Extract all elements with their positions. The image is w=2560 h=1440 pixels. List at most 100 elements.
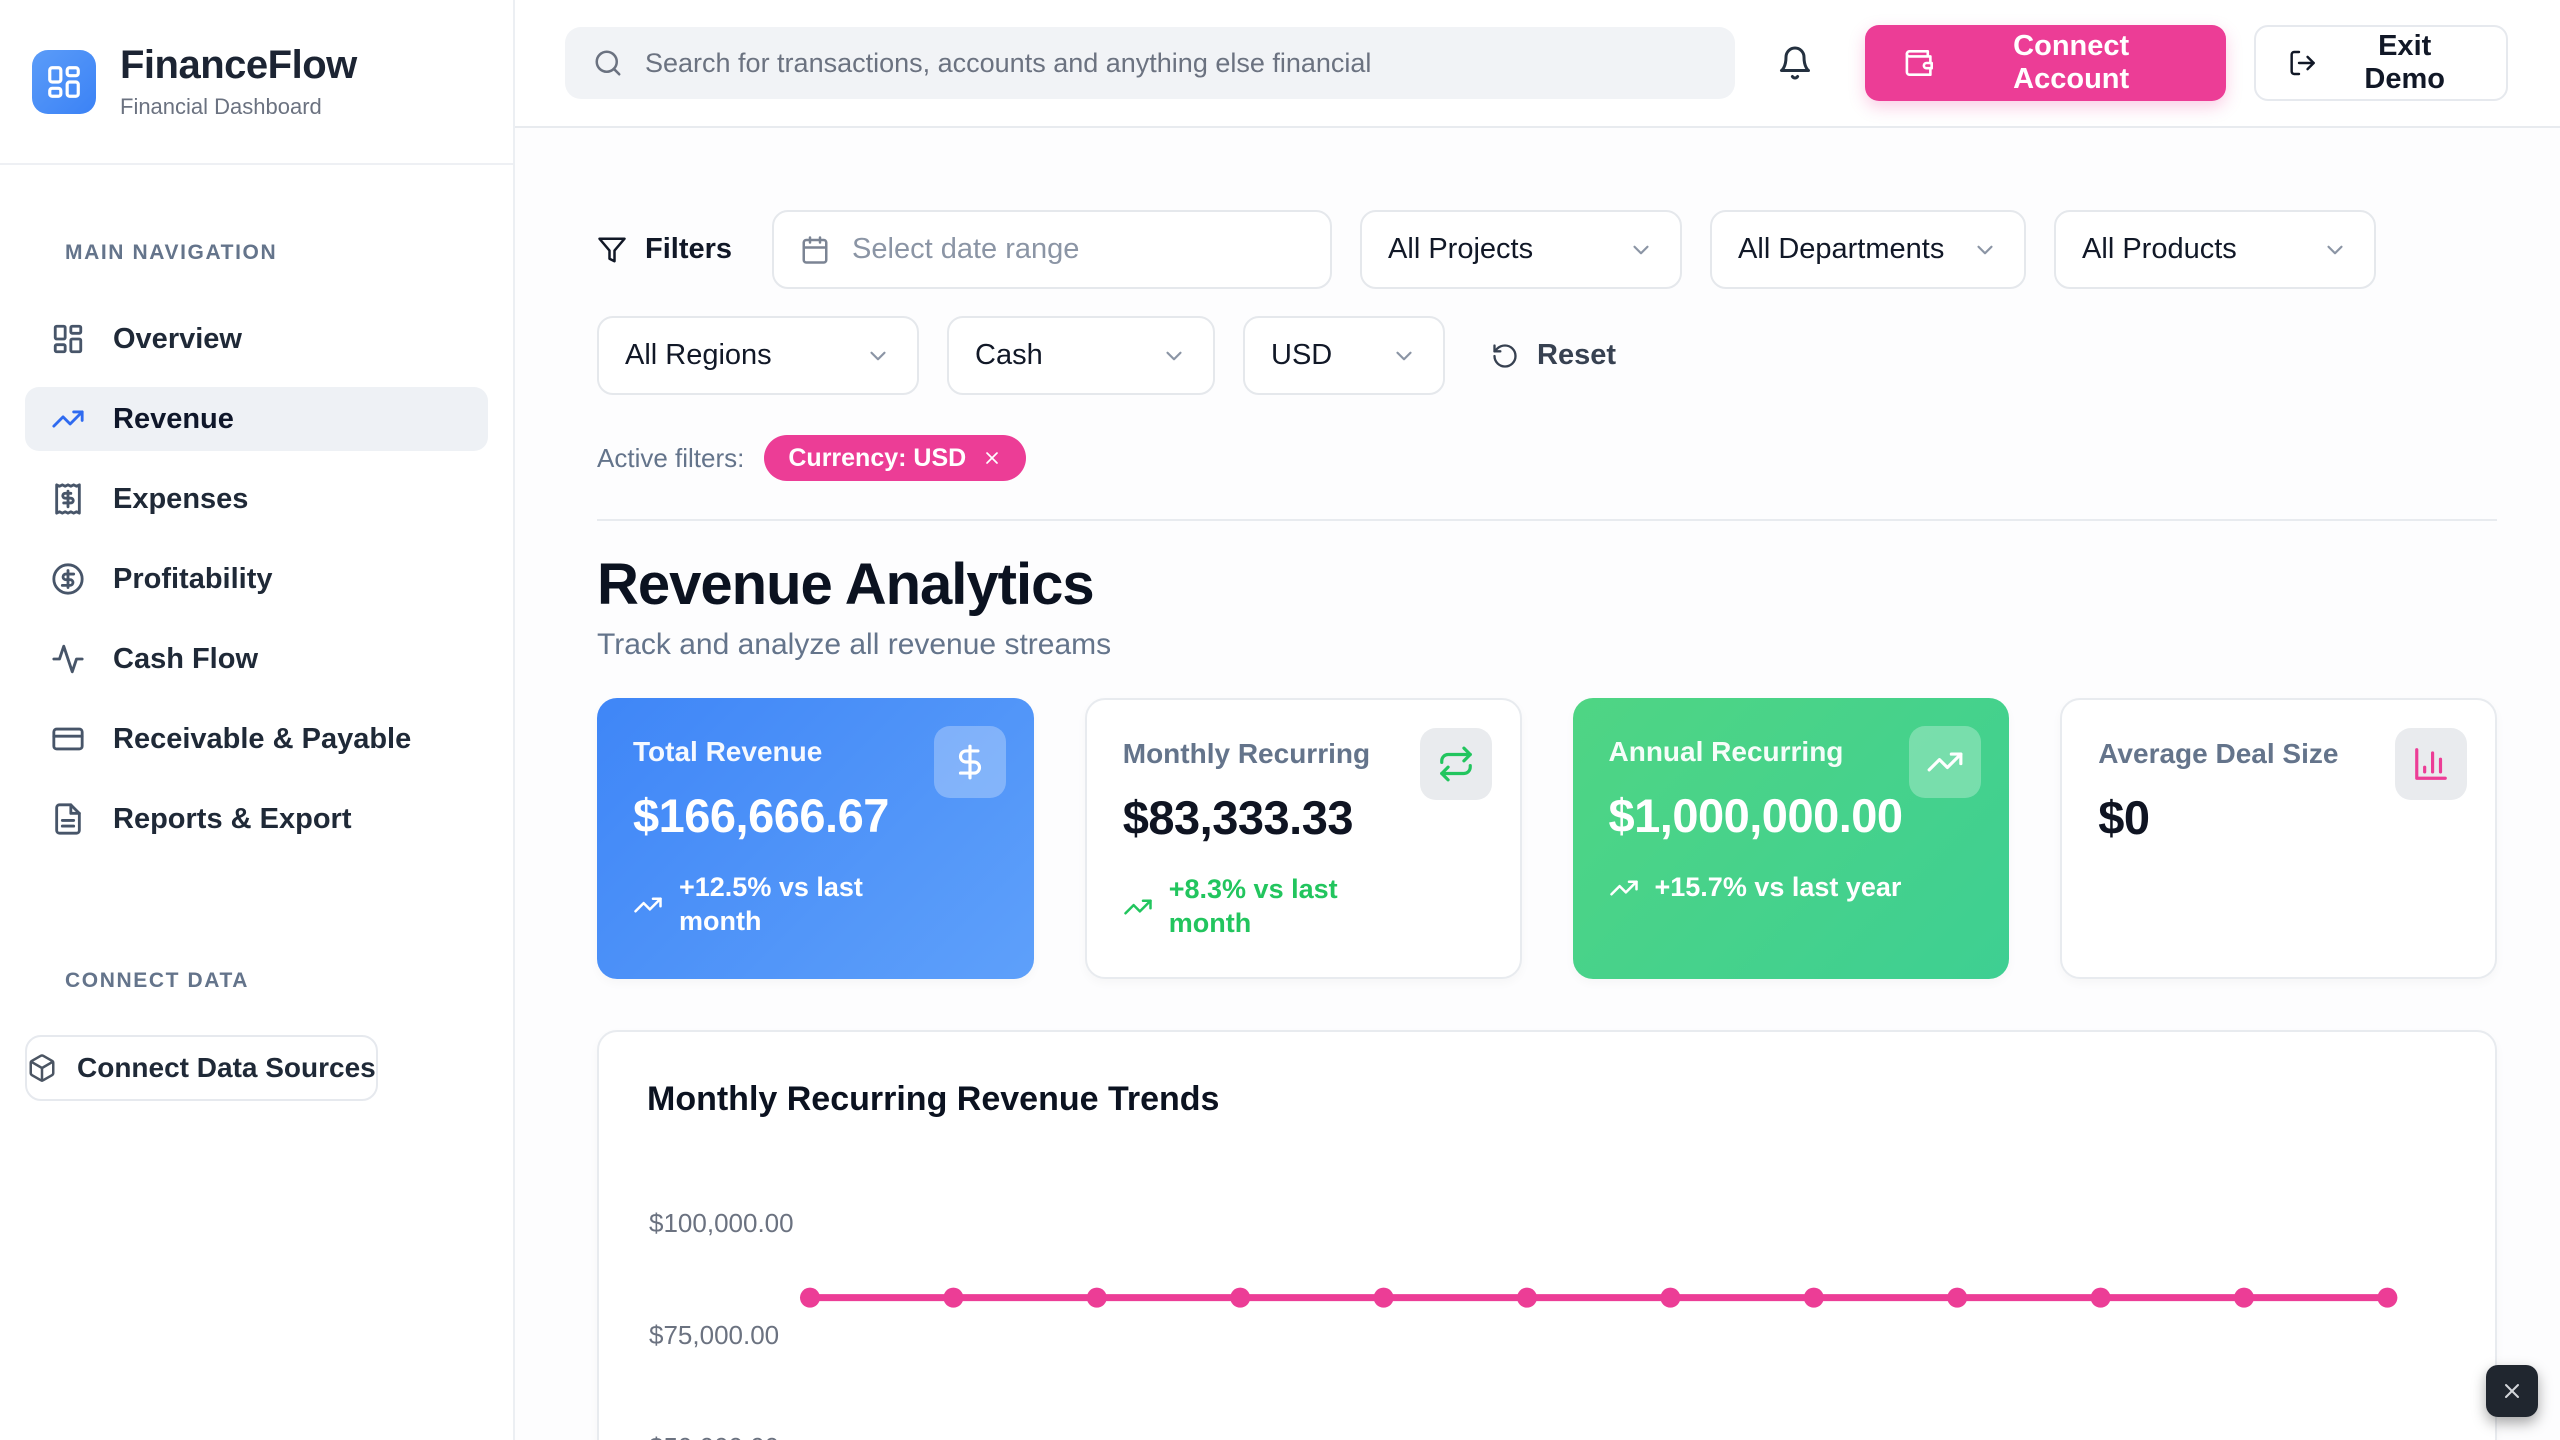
trending-up-icon [52,410,84,428]
exit-demo-label: Exit Demo [2364,30,2445,95]
sidebar-item-label: Revenue [113,402,234,435]
activity-icon [52,644,84,674]
monthly-recurring-change: +8.3% vs last month [1123,873,1484,941]
brand: FinanceFlow Financial Dashboard [0,0,513,165]
connect-account-label: Connect Account [2013,30,2130,95]
svg-text:$100,000.00: $100,000.00 [649,1208,794,1238]
sidebar-item-label: Reports & Export [113,802,352,835]
filters-label: Filters [597,233,732,266]
search-input[interactable] [645,47,1707,79]
svg-text:$75,000.00: $75,000.00 [649,1320,779,1350]
monthly-recurring-value: $83,333.33 [1122,791,1354,844]
chevron-down-icon [1633,245,1649,254]
close-icon[interactable] [982,448,1002,468]
main-content: Filters Select date range All Projects A… [515,128,2560,1440]
filters-row-1: Filters Select date range All Projects A… [597,210,2497,289]
average-deal-size-value: $0 [2098,791,2150,844]
credit-card-icon [52,727,84,751]
stat-cards: Total Revenue $166,666.67 +12.5% vs last… [597,698,2497,979]
monthly-recurring-card: Monthly Recurring $83,333.33 +8.3% vs la… [1084,698,1522,979]
brand-logo-icon [32,49,96,114]
rotate-ccw-icon [1493,343,1517,368]
mrr-trends-card: Monthly Recurring Revenue Trends $100,00… [597,1030,2497,1440]
currency-select[interactable]: USD [1243,316,1445,395]
bell-icon [1780,46,1810,80]
connect-account-button[interactable]: Connect Account [1865,25,2227,101]
account-type-select[interactable]: Cash [947,316,1215,395]
chevron-down-icon [1977,245,1993,254]
total-revenue-value: $166,666.67 [633,789,889,842]
sidebar-item-expenses[interactable]: Expenses [25,467,488,531]
sidebar-nav: MAIN NAVIGATION Overview Revenue Expense… [0,241,513,1101]
chevron-down-icon [1396,351,1412,360]
brand-subtitle: Financial Dashboard [120,94,322,119]
regions-select[interactable]: All Regions [597,316,919,395]
top-bar: Connect Account Exit Demo [515,0,2560,128]
chart-title: Monthly Recurring Revenue Trends [647,1080,1220,1118]
active-filters-label: Active filters: [597,442,745,473]
cube-icon [29,1054,55,1082]
sidebar-item-overview[interactable]: Overview [25,307,488,371]
calendar-icon [802,235,828,264]
total-revenue-card: Total Revenue $166,666.67 +12.5% vs last… [597,698,1034,979]
chevron-down-icon [870,351,886,360]
search-icon [595,50,621,76]
trending-up-icon [1124,899,1152,915]
search-box [565,27,1735,99]
sidebar-item-revenue[interactable]: Revenue [25,387,488,451]
sidebar-item-label: Overview [113,322,242,355]
sidebar-item-label: Profitability [113,562,273,595]
reset-filters-button[interactable]: Reset [1491,339,1616,372]
dollar-sign-icon [933,726,1006,798]
trending-up-icon [634,897,662,913]
exit-demo-button[interactable]: Exit Demo [2254,25,2508,101]
file-text-icon [55,803,81,835]
active-filters-row: Active filters: Currency: USD [597,435,2497,481]
trending-up-icon [1609,880,1638,896]
connect-data-sources-button[interactable]: Connect Data Sources [25,1035,378,1101]
bar-chart-icon [2395,728,2467,800]
receipt-icon [55,483,81,515]
section-divider [597,519,2497,521]
notifications-button[interactable] [1777,45,1813,81]
average-deal-size-card: Average Deal Size $0 [2060,698,2497,979]
departments-select[interactable]: All Departments [1710,210,2027,289]
log-out-icon [2290,50,2315,76]
sidebar-item-cash-flow[interactable]: Cash Flow [25,627,488,691]
projects-select[interactable]: All Projects [1360,210,1683,289]
currency-filter-chip[interactable]: Currency: USD [764,435,1027,481]
overlay-close-button[interactable] [2486,1365,2538,1417]
trending-up-icon [1909,726,1982,798]
sidebar-item-reports-export[interactable]: Reports & Export [25,787,488,851]
funnel-icon [598,237,626,262]
circle-dollar-icon [52,563,84,595]
sidebar-item-receivable-payable[interactable]: Receivable & Payable [25,707,488,771]
annual-recurring-change: +15.7% vs last year [1609,871,1974,905]
close-icon [2505,1384,2519,1398]
mrr-line-chart: $100,000.00 $75,000.00 $50,000.00 [647,1119,2447,1440]
sidebar-item-label: Expenses [113,482,249,515]
sidebar: FinanceFlow Financial Dashboard MAIN NAV… [0,0,515,1440]
sidebar-item-label: Cash Flow [113,642,259,675]
chevron-down-icon [1166,351,1182,360]
filters-row-2: All Regions Cash USD Reset [597,316,2497,395]
products-select[interactable]: All Products [2054,210,2377,289]
layout-dashboard-icon [53,324,83,354]
chevron-down-icon [2327,245,2343,254]
content-column: Connect Account Exit Demo Filters Select… [515,0,2560,1440]
page-subtitle: Track and analyze all revenue streams [597,628,1112,661]
repeat-icon [1419,728,1492,800]
connect-data-sources-label: Connect Data Sources [77,1052,376,1083]
date-range-placeholder: Select date range [852,233,1080,265]
sidebar-item-profitability[interactable]: Profitability [25,547,488,611]
sidebar-item-label: Receivable & Payable [113,722,412,755]
annual-recurring-value: $1,000,000.00 [1608,789,1904,842]
main-navigation-label: MAIN NAVIGATION [65,241,278,264]
brand-title: FinanceFlow [120,43,357,87]
total-revenue-change: +12.5% vs last month [633,871,998,939]
date-range-input[interactable]: Select date range [772,210,1333,289]
svg-text:$50,000.00: $50,000.00 [649,1432,779,1440]
wallet-icon [1905,49,1933,77]
annual-recurring-card: Annual Recurring $1,000,000.00 +15.7% vs… [1572,698,2010,979]
